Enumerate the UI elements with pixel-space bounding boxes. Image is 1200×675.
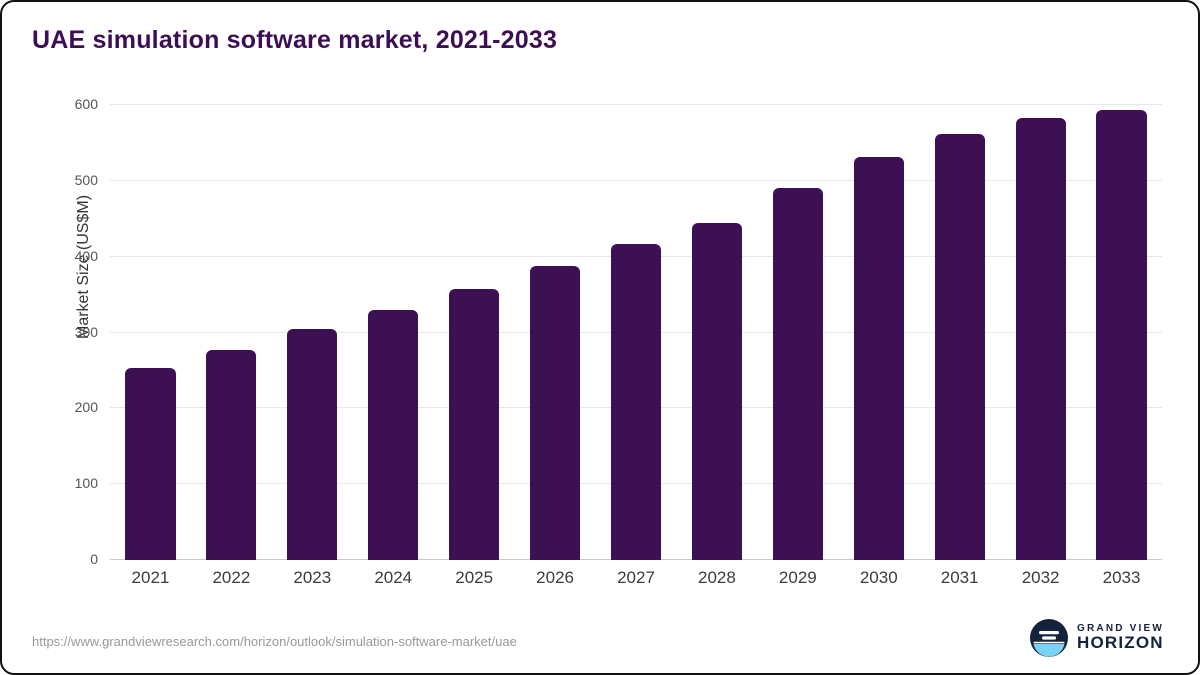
x-tick-label: 2030 [859,568,898,587]
bar-column [434,105,515,560]
bar-2029 [772,188,823,560]
x-axis-labels: 2021 2022 2023 2024 2025 2026 2027 2028 2029 2030… [110,568,1162,588]
bar-column [1081,105,1162,560]
bar-column [1000,105,1081,560]
bar-2024 [368,309,419,560]
logo-wordmark: GRAND VIEW HORIZON [1077,623,1164,653]
bar-column [353,105,434,560]
bar-column [676,105,757,560]
x-tick-label: 2023 [293,568,332,587]
plot-area: 0 100 200 300 400 500 600 [75,96,1162,567]
bar-column [596,105,677,560]
bar-2023 [287,328,338,560]
y-tick-label: 500 [74,171,98,188]
horizon-logo-icon [1030,619,1068,657]
x-tick-label: 2032 [1021,568,1060,587]
gridline: 600 [75,96,1162,112]
gridline: 500 [75,172,1162,188]
x-tick-label: 2022 [212,568,251,587]
x-tick-label: 2028 [698,568,736,587]
bar-2032 [1015,117,1066,560]
x-tick-label: 2033 [1102,568,1141,587]
chart-title: UAE simulation software market, 2021-203… [32,26,558,54]
bar-2030 [853,157,904,560]
brand-logo: GRAND VIEW HORIZON [1030,619,1164,657]
x-tick-label: 2025 [455,568,494,587]
bar-2031 [934,133,985,560]
logo-line1: GRAND VIEW [1077,623,1164,635]
y-tick-label: 200 [74,399,98,416]
bars-container [110,105,1162,560]
bar-column [838,105,919,560]
bar-column [191,105,272,560]
bar-column [919,105,1000,560]
bar-2033 [1096,109,1147,560]
x-tick-label: 2031 [940,568,979,587]
y-tick-label: 100 [74,475,98,492]
x-tick-label: 2027 [617,568,655,587]
x-tick-label: 2021 [131,568,170,587]
bar-column [272,105,353,560]
bar-2021 [125,368,176,560]
y-tick-label: 300 [74,323,98,340]
bar-2028 [691,223,742,560]
y-tick-label: 600 [74,96,98,112]
x-tick-label: 2029 [778,568,817,587]
bar-column [110,105,191,560]
x-tick-label: 2024 [374,568,413,587]
bar-2027 [610,243,662,560]
bar-2022 [206,349,257,560]
x-tick-label: 2026 [536,568,574,587]
bar-column [757,105,838,560]
bar-2026 [529,265,581,560]
y-tick-label: 400 [74,247,98,264]
logo-line2: HORIZON [1077,633,1164,653]
bar-2025 [449,288,500,560]
y-tick-label: 0 [90,551,98,567]
source-url: https://www.grandviewresearch.com/horizo… [32,634,517,649]
y-axis-title: Market Size (US$M) [75,194,93,339]
bar-column [515,105,596,560]
